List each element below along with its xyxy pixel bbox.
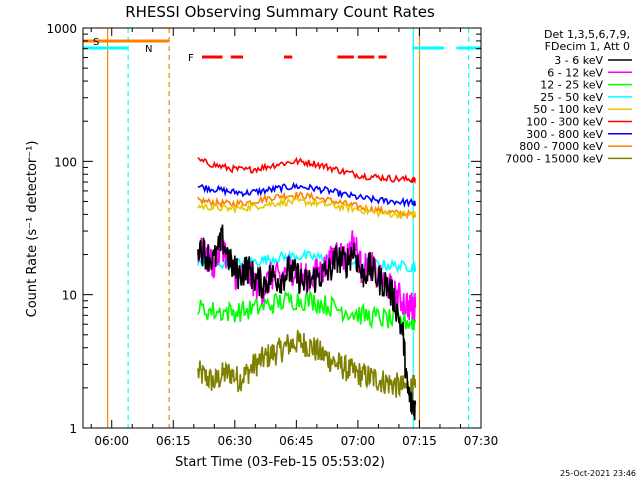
axes-frame [82, 27, 482, 429]
footer-timestamp: 25-Oct-2021 23:46 [560, 469, 636, 478]
chart-title: RHESSI Observing Summary Count Rates [125, 3, 435, 21]
legend-label-7: 800 - 7000 keV [519, 140, 603, 153]
legend-label-0: 3 - 6 keV [554, 54, 603, 67]
legend-label-8: 7000 - 15000 keV [505, 152, 603, 165]
legend-label-2: 12 - 25 keV [540, 79, 603, 92]
y-tick-label-3: 1000 [46, 22, 77, 36]
series-layer [197, 156, 417, 421]
x-tick-label-3: 06:45 [279, 434, 314, 448]
flag-layer: S N F [83, 37, 481, 64]
flag-label-S: S [93, 37, 99, 48]
y-axis-label: Count Rate (s⁻¹ detector⁻¹) [25, 141, 40, 318]
x-tick-label-4: 07:00 [341, 434, 376, 448]
legend-label-5: 100 - 300 keV [526, 116, 603, 129]
x-tick-label-6: 07:30 [464, 434, 499, 448]
x-tick-label-2: 06:30 [218, 434, 253, 448]
legend: Det 1,3,5,6,7,9,FDecim 1, Att 03 - 6 keV… [505, 28, 632, 165]
series-line-7000-15000-kev [197, 329, 417, 402]
legend-label-1: 6 - 12 keV [547, 66, 603, 79]
legend-header-0: Det 1,3,5,6,7,9, [544, 28, 630, 41]
series-line-12-25-kev [197, 289, 417, 331]
series-line-50-100-kev [197, 196, 417, 221]
legend-label-6: 300 - 800 keV [526, 128, 603, 141]
y-tick-label-0: 1 [69, 422, 77, 436]
flag-label-N: N [145, 44, 152, 55]
x-tick-label-5: 07:15 [402, 434, 437, 448]
y-tick-label-1: 10 [62, 289, 77, 303]
flag-label-F: F [188, 53, 194, 64]
y-tick-label-2: 100 [54, 155, 77, 169]
x-tick-label-1: 06:15 [156, 434, 191, 448]
x-tick-label-0: 06:00 [94, 434, 129, 448]
series-line-100-300-kev [197, 156, 417, 185]
series-line-3-6-kev [197, 224, 417, 421]
x-axis-label: Start Time (03-Feb-15 05:53:02) [175, 455, 385, 470]
plot-area [107, 28, 470, 428]
legend-header-1: FDecim 1, Att 0 [545, 40, 630, 53]
series-line-300-800-kev [197, 181, 417, 208]
legend-label-3: 25 - 50 keV [540, 91, 603, 104]
legend-label-4: 50 - 100 keV [533, 103, 603, 116]
axis-layer: 06:00 06:15 06:30 06:45 07:00 07:15 07:30 1 10 10… [46, 22, 498, 448]
